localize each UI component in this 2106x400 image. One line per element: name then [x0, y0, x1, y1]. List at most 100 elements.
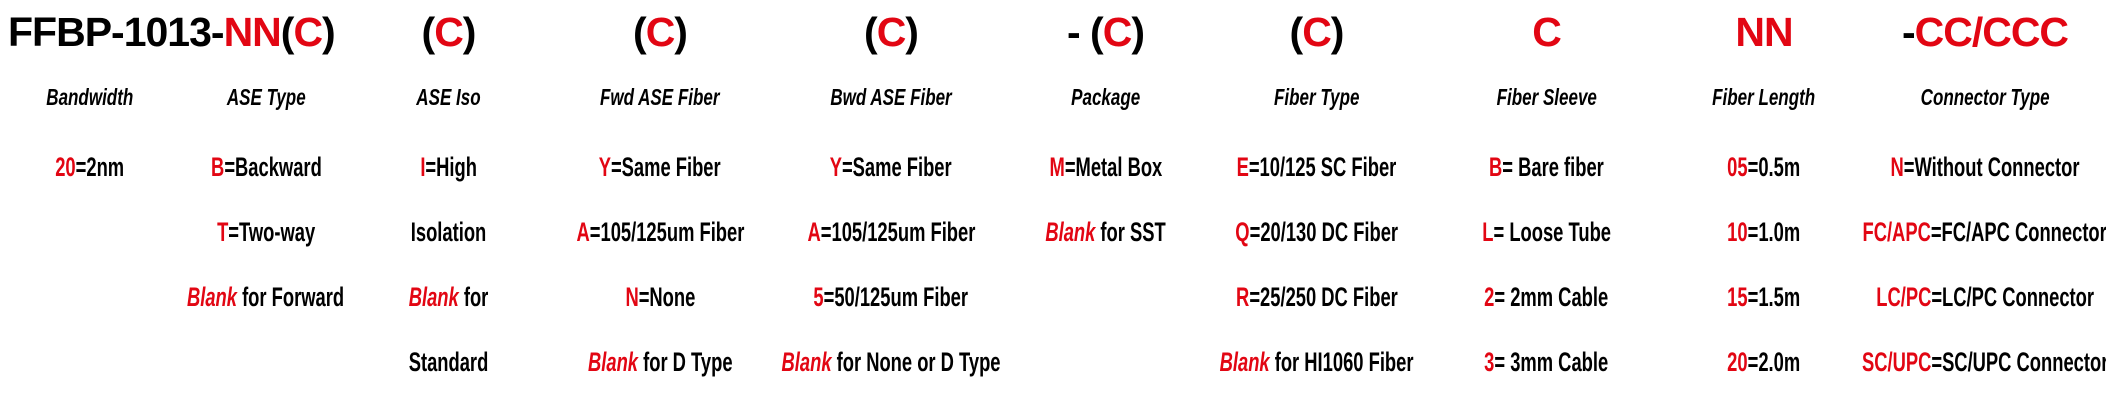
code-text: ) — [674, 8, 688, 55]
code-text: ( — [421, 8, 436, 55]
code-letter: 10 — [1727, 217, 1748, 247]
code-text: for — [458, 282, 489, 312]
blank-keyword: Blank — [408, 282, 459, 312]
legend-value: R=25/250 DC Fiber — [1236, 284, 1398, 311]
column-header-fwd-ase-fiber: Fwd ASE Fiber — [545, 60, 775, 134]
code-letter: C — [293, 8, 323, 55]
code-text: =Metal Box — [1064, 151, 1162, 182]
code-letter: 05 — [1727, 151, 1748, 182]
code-text: =SC/UPC Connector — [1931, 346, 2106, 377]
legend-value: T=Two-way — [217, 219, 315, 246]
code-letter: C — [1302, 8, 1332, 55]
code-text: - — [1901, 8, 1916, 55]
code-segment-group: (C) — [1290, 8, 1345, 55]
legend-cell-ase-iso-row4: Standard — [352, 330, 545, 394]
code-text: =Backward — [223, 151, 322, 182]
legend-cell-fiber-sleeve-row4: 3= 3mm Cable — [1429, 330, 1664, 394]
column-header-fiber-type: Fiber Type — [1204, 60, 1429, 134]
code-text: ) — [322, 8, 336, 55]
code-text: = 2mm Cable — [1494, 282, 1609, 312]
column-header-label: Bwd ASE Fiber — [830, 83, 952, 110]
code-text: - ( — [1067, 8, 1104, 55]
legend-cell-fwd-ase-fiber-row1: Y=Same Fiber — [545, 134, 775, 200]
column-header-label: Package — [1070, 83, 1141, 110]
column-header-ase-iso: ASE Iso — [352, 60, 545, 134]
legend-cell-fiber-sleeve-row1: B= Bare fiber — [1429, 134, 1664, 200]
legend-cell-ase-iso-row1: I=High — [352, 134, 545, 200]
blank-keyword: Blank — [1219, 346, 1270, 377]
code-letter: 3 — [1484, 346, 1495, 377]
code-text: =1.5m — [1747, 282, 1801, 312]
legend-value: 20=2.0m — [1727, 348, 1800, 376]
code-letter: 15 — [1727, 282, 1748, 312]
code-text: =25/250 DC Fiber — [1248, 282, 1398, 312]
code-text: for D Type — [637, 346, 733, 377]
column-header-bwd-ase-fiber: Bwd ASE Fiber — [775, 60, 1007, 134]
column-header-fiber-length: Fiber Length — [1664, 60, 1864, 134]
column-header-label: Bandwidth — [46, 83, 134, 110]
code-text: =50/125um Fiber — [823, 282, 969, 312]
code-text: ) — [1131, 8, 1145, 55]
legend-value: 2= 2mm Cable — [1484, 284, 1608, 311]
code-letter: 20 — [55, 151, 76, 182]
legend-value: N=None — [625, 284, 695, 311]
legend-value: FC/APC=FC/APC Connector — [1863, 219, 2106, 246]
blank-keyword: Blank — [781, 346, 832, 377]
legend-cell-fiber-length-row1: 05=0.5m — [1664, 134, 1864, 200]
code-segment-group: FFBP-1013-NN(C) — [8, 8, 336, 55]
code-letter: NN — [223, 8, 282, 55]
legend-cell-fwd-ase-fiber-row3: N=None — [545, 265, 775, 330]
code-letter: Q — [1235, 217, 1250, 247]
code-letter: C — [1102, 8, 1133, 55]
code-letter: Y — [599, 151, 612, 182]
legend-cell-fiber-sleeve-row2: L= Loose Tube — [1429, 200, 1664, 265]
code-letter: CC/CCC — [1914, 8, 2069, 55]
legend-value: 10=1.0m — [1727, 219, 1800, 246]
column-header-label: ASE Iso — [416, 83, 481, 110]
legend-cell-fiber-sleeve-row3: 2= 2mm Cable — [1429, 265, 1664, 330]
code-text: = 3mm Cable — [1494, 346, 1609, 377]
legend-cell-bwd-ase-fiber-row2: A=105/125um Fiber — [775, 200, 1007, 265]
code-letter: 5 — [813, 282, 824, 312]
legend-cell-package-row2: Blank for SST — [1007, 200, 1204, 265]
code-letter: E — [1236, 151, 1249, 182]
legend-value: SC/UPC=SC/UPC Connector — [1862, 346, 2106, 377]
part-number-prefix: FFBP-1013-NN(C) — [0, 4, 352, 60]
code-fiber-type: (C) — [1204, 4, 1429, 60]
code-segment-group: C — [1532, 11, 1562, 53]
code-segment-group: (C) — [633, 8, 688, 55]
legend-cell-bwd-ase-fiber-row4: Blank for None or D Type — [775, 330, 1007, 394]
legend-cell-connector-type-row4: SC/UPC=SC/UPC Connector — [1862, 330, 2106, 394]
legend-value: B= Bare fiber — [1489, 153, 1604, 181]
code-text: ) — [462, 8, 477, 55]
code-letter: NN — [1735, 8, 1793, 55]
code-segment-group: NN — [1735, 8, 1793, 55]
code-letter: N — [625, 282, 639, 312]
legend-value: Blank for — [409, 284, 489, 311]
code-segment-group: -CC/CCC — [1901, 8, 2069, 55]
column-header-bandwidth: Bandwidth — [0, 60, 180, 134]
code-segment-group: (C) — [421, 8, 477, 55]
legend-value: 05=0.5m — [1727, 151, 1800, 182]
legend-value: I=High — [420, 153, 477, 181]
code-text: Standard — [408, 346, 489, 377]
legend-cell-connector-type-row3: LC/PC=LC/PC Connector — [1864, 265, 2106, 330]
legend-value: L= Loose Tube — [1482, 219, 1611, 246]
legend-value: 3= 3mm Cable — [1484, 346, 1609, 377]
blank-keyword: Blank — [587, 346, 638, 377]
legend-value: B=Backward — [211, 151, 322, 182]
legend-cell-bwd-ase-fiber-row3: 5=50/125um Fiber — [775, 265, 1007, 330]
legend-cell-package-row1: M=Metal Box — [1007, 134, 1204, 200]
code-letter: C — [876, 8, 907, 55]
code-letter: L — [1482, 217, 1494, 247]
legend-cell-fwd-ase-fiber-row4: Blank for D Type — [545, 330, 775, 394]
column-header-ase-type: ASE Type — [180, 60, 352, 134]
code-text: =Without Connector — [1903, 151, 2080, 182]
legend-value: Blank for None or D Type — [781, 346, 1001, 377]
blank-keyword: Blank — [187, 282, 238, 312]
legend-value: Blank for SST — [1045, 219, 1165, 246]
legend-cell-fiber-length-row4: 20=2.0m — [1664, 330, 1864, 394]
legend-cell-fwd-ase-fiber-row2: A=105/125um Fiber — [545, 200, 775, 265]
code-text: ( — [280, 8, 295, 55]
